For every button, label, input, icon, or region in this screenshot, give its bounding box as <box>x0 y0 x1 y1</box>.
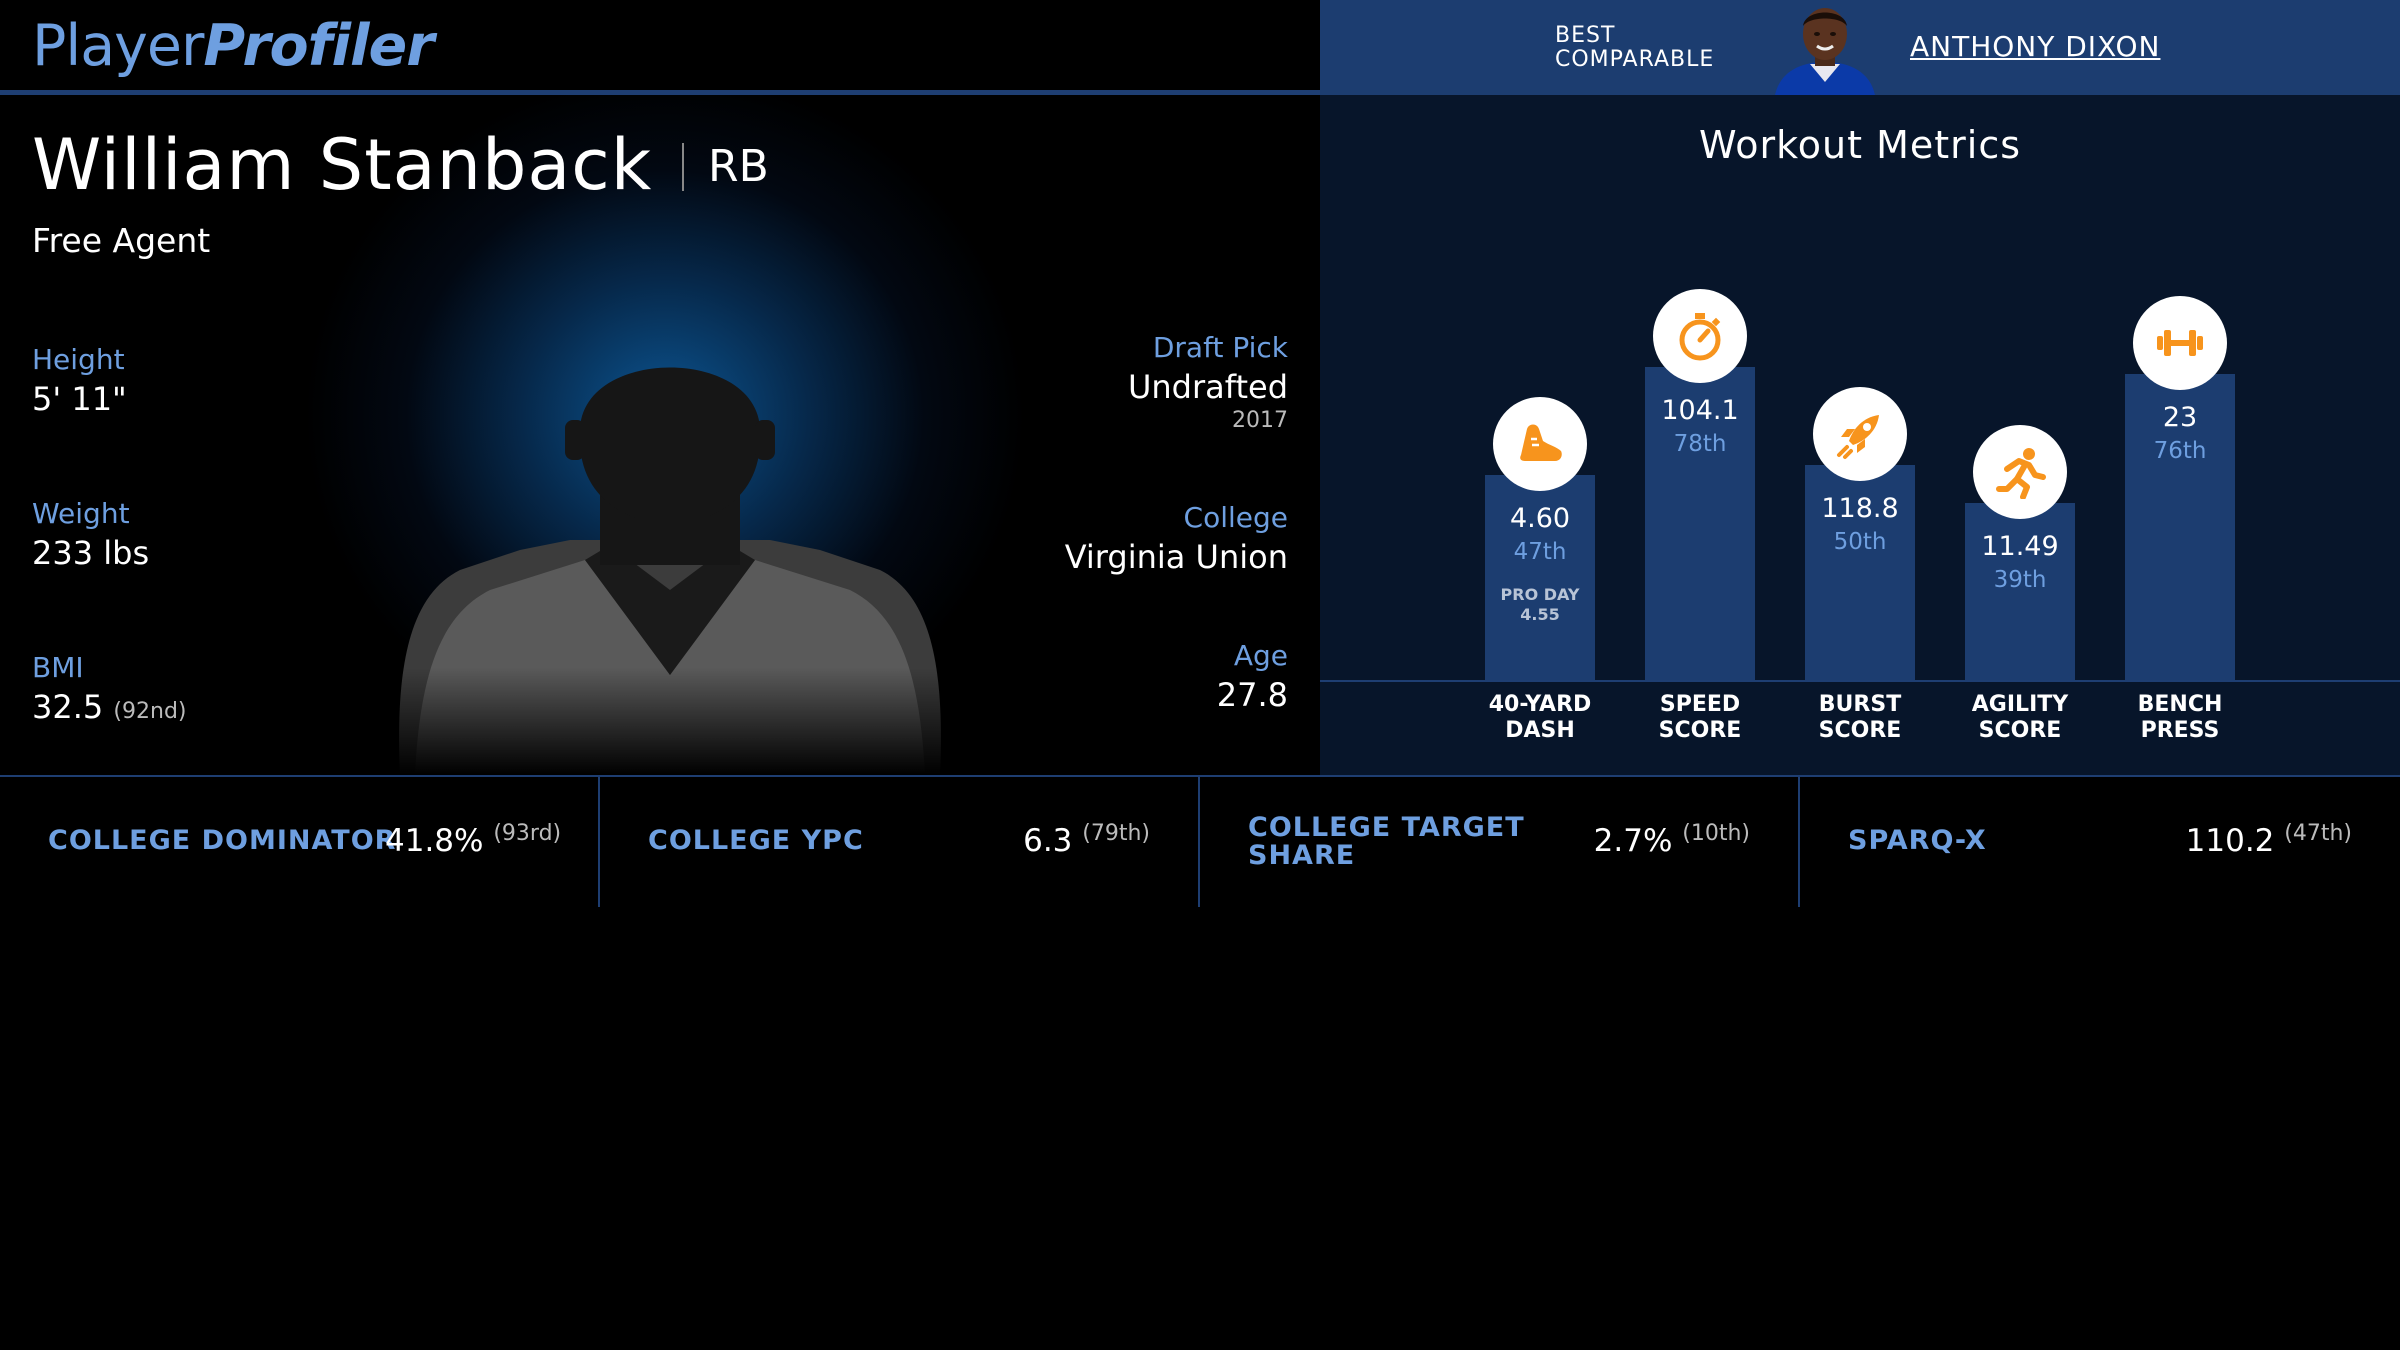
bmi-rank: (92nd) <box>113 699 187 724</box>
college-label: College <box>1183 501 1288 534</box>
workout-bar-label: BURST SCORE <box>1790 692 1930 744</box>
workout-baseline <box>1320 680 2400 682</box>
workout-bar-value: 104.1 <box>1661 395 1739 426</box>
workout-bar-label-line1: SPEED <box>1659 692 1741 717</box>
workout-bar[interactable] <box>1805 465 1915 680</box>
college-value[interactable]: Virginia Union <box>1064 538 1288 576</box>
sparq-x-number: 110.2 <box>2185 823 2275 859</box>
workout-bar-label-line2: SCORE <box>1818 718 1902 743</box>
player-team: Free Agent <box>32 221 211 260</box>
metric-divider <box>1198 777 1200 907</box>
bmi-label: BMI <box>32 651 84 684</box>
workout-bar-label-line2: SCORE <box>1658 718 1742 743</box>
college-ypc-value: 6.3 (79th) <box>1023 821 1150 859</box>
runner-icon <box>1973 425 2067 519</box>
workout-bar-label: 40-YARD DASH <box>1470 692 1610 744</box>
comparable-label-line1: BEST <box>1555 23 1616 48</box>
workout-bar-label-line1: BURST <box>1818 692 1902 717</box>
workout-bar-label-line1: BENCH <box>2137 692 2223 717</box>
workout-bar-percentile: 47th <box>1513 539 1567 565</box>
workout-bar-percentile: 50th <box>1833 529 1887 555</box>
workout-metrics-title: Workout Metrics <box>1698 123 2022 167</box>
player-position: RB <box>708 141 769 192</box>
workout-metrics-panel: Workout Metrics 4.60 47th PRO DAY 4.55 40-YA… <box>1320 95 2400 775</box>
college-target-share-value: 2.7% (10th) <box>1593 821 1750 859</box>
best-comparable-bar: BEST COMPARABLE ANTHONY DIXON <box>1320 0 2400 95</box>
workout-bar[interactable] <box>2125 374 2235 680</box>
bmi-value-row: 32.5 (92nd) <box>32 688 187 726</box>
workout-bar-value: 11.49 <box>1981 531 2059 562</box>
draft-pick-value: Undrafted <box>1127 368 1288 406</box>
site-logo[interactable]: PlayerProfiler <box>32 10 434 82</box>
college-dominator-value: 41.8% (93rd) <box>385 821 562 859</box>
college-target-share-label: COLLEGE TARGET SHARE <box>1248 814 1525 870</box>
workout-bar-label-line2: PRESS <box>2140 718 2220 743</box>
workout-bar[interactable] <box>1965 503 2075 680</box>
sparq-x-value: 110.2 (47th) <box>2185 821 2352 859</box>
rocket-icon <box>1813 387 1907 481</box>
dumbbell-icon <box>2133 296 2227 390</box>
header-divider <box>0 90 1320 95</box>
target-share-number: 2.7% <box>1593 823 1673 859</box>
college-metrics-row: COLLEGE DOMINATOR 41.8% (93rd) COLLEGE Y… <box>0 775 2400 907</box>
workout-bar-percentile: 76th <box>2153 438 2207 464</box>
weight-value: 233 lbs <box>32 534 150 572</box>
metric-college-target-share: COLLEGE TARGET SHARE 2.7% (10th) <box>1200 777 1800 907</box>
best-comparable-label: BEST COMPARABLE <box>1555 24 1714 72</box>
comparable-player-link[interactable]: ANTHONY DIXON <box>1910 30 2161 63</box>
workout-bar-label: AGILITY SCORE <box>1950 692 2090 744</box>
metric-divider <box>1798 777 1800 907</box>
workout-bar-label-line2: SCORE <box>1978 718 2062 743</box>
comparable-player-photo[interactable] <box>1770 0 1880 95</box>
workout-bar-value: 4.60 <box>1509 503 1571 534</box>
player-name: William Stanback <box>32 124 653 206</box>
player-profile-panel: William Stanback RB Free Agent Height 5'… <box>0 95 1320 775</box>
workout-bar-value: 118.8 <box>1821 493 1899 524</box>
draft-year: 2017 <box>1232 408 1288 433</box>
sparq-x-rank: (47th) <box>2284 821 2352 846</box>
college-dominator-rank: (93rd) <box>493 821 562 846</box>
logo-text-player: Player <box>32 13 204 79</box>
age-value: 27.8 <box>1216 676 1288 714</box>
comparable-headshot-image <box>1770 0 1880 95</box>
college-ypc-label: COLLEGE YPC <box>648 825 864 856</box>
metric-divider <box>598 777 600 907</box>
metric-college-ypc: COLLEGE YPC 6.3 (79th) <box>600 777 1200 907</box>
workout-bar-percentile: 78th <box>1673 431 1727 457</box>
stopwatch-icon <box>1653 289 1747 383</box>
player-silhouette-image <box>370 345 970 775</box>
target-share-rank: (10th) <box>1682 821 1750 846</box>
workout-bar-label: BENCH PRESS <box>2110 692 2250 744</box>
name-position-divider <box>682 143 684 191</box>
age-label: Age <box>1233 639 1288 672</box>
header-bar: PlayerProfiler <box>0 0 1320 90</box>
height-label: Height <box>32 343 125 376</box>
metric-sparq-x: SPARQ-X 110.2 (47th) <box>1800 777 2400 907</box>
height-value: 5' 11" <box>32 380 127 418</box>
shoe-icon <box>1493 397 1587 491</box>
workout-bar-label-line1: AGILITY <box>1971 692 2069 717</box>
workout-bar-label-line2: DASH <box>1505 718 1575 743</box>
logo-text-profiler: Profiler <box>203 13 434 79</box>
workout-bar-pro-day-label: PRO DAY <box>1500 585 1580 604</box>
workout-bar-label: SPEED SCORE <box>1630 692 1770 744</box>
college-ypc-number: 6.3 <box>1023 823 1073 859</box>
comparable-label-line2: COMPARABLE <box>1555 47 1715 72</box>
workout-bar[interactable] <box>1485 475 1595 680</box>
workout-bar[interactable] <box>1645 367 1755 680</box>
workout-bar-value: 23 <box>2162 402 2198 433</box>
college-dominator-label: COLLEGE DOMINATOR <box>48 825 397 856</box>
sparq-x-label: SPARQ-X <box>1848 825 1987 856</box>
weight-label: Weight <box>32 497 130 530</box>
metric-college-dominator: COLLEGE DOMINATOR 41.8% (93rd) <box>0 777 600 907</box>
bmi-value: 32.5 <box>32 688 104 726</box>
workout-bar-percentile: 39th <box>1993 567 2047 593</box>
workout-bar-label-line1: 40-YARD <box>1488 692 1592 717</box>
college-dominator-number: 41.8% <box>385 823 484 859</box>
college-ypc-rank: (79th) <box>1082 821 1150 846</box>
draft-pick-label: Draft Pick <box>1152 331 1288 364</box>
target-share-label-line2: SHARE <box>1248 840 1356 871</box>
workout-bar-pro-day-value: 4.55 <box>1520 605 1560 624</box>
target-share-label-line1: COLLEGE TARGET <box>1248 812 1525 843</box>
